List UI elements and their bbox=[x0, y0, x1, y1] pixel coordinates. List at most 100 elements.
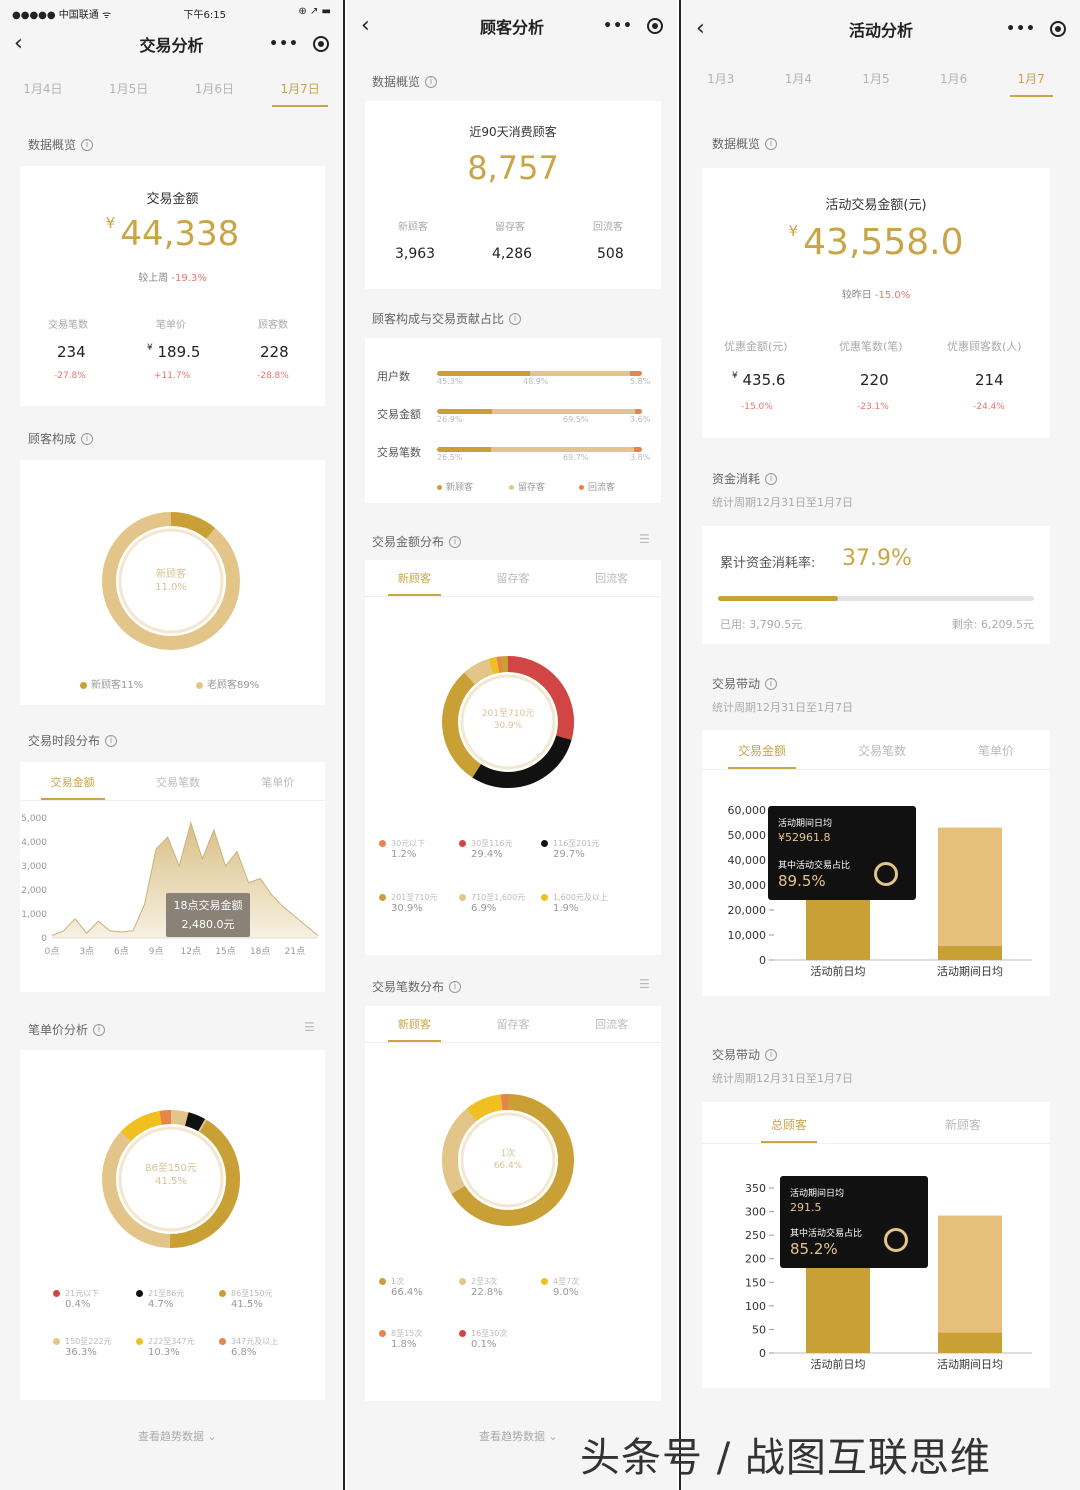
section-title-text: 顾客构成与交易贡献占比 bbox=[372, 312, 505, 326]
info-icon[interactable]: i bbox=[449, 535, 462, 548]
tooltip-sub: 其中活动交易占比 bbox=[790, 1229, 863, 1239]
y-tick-label: 3,000 bbox=[21, 862, 47, 872]
tooltip-value: ¥52961.8 bbox=[778, 831, 831, 844]
tab-returning[interactable]: 回流客 bbox=[595, 572, 629, 585]
trend-link[interactable]: 查看趋势数据 ⌄ bbox=[138, 1428, 217, 1444]
back-icon[interactable]: ‹ bbox=[14, 31, 23, 56]
trend-link-text: 查看趋势数据 bbox=[479, 1430, 545, 1443]
progress-track bbox=[718, 596, 1034, 601]
status-carrier: ●●●●● 中国联通 ᯤ bbox=[12, 10, 112, 21]
section-title: 数据概览 i bbox=[712, 135, 778, 152]
close-target-icon[interactable] bbox=[1050, 21, 1066, 37]
date-tab[interactable]: 1月4 bbox=[784, 72, 813, 86]
tab-new[interactable]: 新顾客 bbox=[387, 1010, 441, 1042]
info-icon[interactable]: i bbox=[105, 734, 118, 747]
overview-compare: 较上周 -19.3% bbox=[20, 269, 325, 284]
filter-icon[interactable]: ☰ bbox=[639, 532, 650, 546]
y-tick-label: 100 bbox=[745, 1300, 766, 1313]
date-tab[interactable]: 1月6 bbox=[939, 72, 968, 86]
stacked-bar-segment bbox=[437, 371, 530, 376]
back-icon[interactable]: ‹ bbox=[696, 16, 705, 41]
time-distribution-card: 交易金额 交易笔数 笔单价 0 1,000 2,000 3,000 4,000 5,000… bbox=[20, 762, 325, 992]
metric-change: -23.1% bbox=[857, 402, 889, 412]
period-text: 统计周期12月31日至1月7日 bbox=[712, 701, 853, 714]
tab-retained[interactable]: 留存客 bbox=[496, 1018, 530, 1031]
metric-value: 4,286 bbox=[492, 246, 533, 262]
legend-item: 150至222元 36.3% bbox=[53, 1336, 112, 1358]
info-icon[interactable]: i bbox=[765, 137, 778, 150]
trend-link[interactable]: 查看趋势数据 ⌄ bbox=[479, 1428, 558, 1444]
info-icon[interactable]: i bbox=[765, 677, 778, 690]
tab-new[interactable]: 新顾客 bbox=[387, 564, 441, 596]
tab-total-customers[interactable]: 总顾客 bbox=[760, 1110, 818, 1143]
metric-label: 笔单价 bbox=[156, 320, 186, 331]
date-tab-active[interactable]: 1月7日 bbox=[272, 80, 329, 107]
bar-value: 3.6% bbox=[630, 415, 651, 424]
x-tick-label: 18点 bbox=[250, 946, 270, 957]
info-icon[interactable]: i bbox=[81, 432, 94, 445]
tab-amount[interactable]: 交易金额 bbox=[727, 736, 797, 769]
close-target-icon[interactable] bbox=[647, 18, 663, 34]
row-label: 交易笔数 bbox=[377, 446, 421, 459]
info-icon[interactable]: i bbox=[449, 980, 462, 993]
close-target-icon[interactable] bbox=[313, 36, 329, 52]
date-tab[interactable]: 1月3 bbox=[707, 72, 735, 86]
back-icon[interactable]: ‹ bbox=[361, 13, 370, 38]
tab-unit-price[interactable]: 笔单价 bbox=[261, 776, 295, 789]
legend-dot bbox=[459, 894, 466, 901]
tab-count[interactable]: 交易笔数 bbox=[857, 744, 906, 758]
section-title-text: 顾客构成 bbox=[28, 432, 77, 446]
filter-icon[interactable]: ☰ bbox=[639, 977, 650, 991]
date-tab-active[interactable]: 1月7 bbox=[1009, 70, 1054, 97]
mini-program-capsule: ••• bbox=[603, 18, 663, 34]
customer-tabs: 总顾客 新顾客 bbox=[702, 1110, 1050, 1144]
legend-item: 2至3次 22.8% bbox=[459, 1276, 503, 1298]
metric-value: 234 bbox=[57, 343, 86, 361]
panel-activity-analysis: ‹ 活动分析 ••• 1月3 1月4 1月5 1月6 1月7 数据概览 i 活动交… bbox=[682, 0, 1080, 1490]
y-tick-label: 200 bbox=[745, 1253, 766, 1266]
info-icon[interactable]: i bbox=[93, 1023, 106, 1036]
section-title: 交易带动 i bbox=[712, 1046, 778, 1063]
date-tab[interactable]: 1月5日 bbox=[108, 82, 149, 96]
tab-amount[interactable]: 交易金额 bbox=[40, 768, 105, 800]
section-title-text: 交易带动 bbox=[712, 1048, 761, 1062]
count-donut-chart bbox=[442, 1094, 574, 1226]
tab-unit-price[interactable]: 笔单价 bbox=[977, 744, 1014, 758]
date-tab[interactable]: 1月4日 bbox=[23, 82, 63, 96]
filter-icon[interactable]: ☰ bbox=[304, 1020, 315, 1034]
status-icons: ⊕ ↗ ▬ bbox=[298, 6, 331, 17]
more-icon[interactable]: ••• bbox=[603, 18, 633, 34]
info-icon[interactable]: i bbox=[425, 75, 438, 88]
donut-slice-86-150 bbox=[102, 1110, 240, 1248]
legend-value: 1.8% bbox=[391, 1339, 417, 1350]
tab-count[interactable]: 交易笔数 bbox=[155, 776, 200, 789]
section-title: 数据概览 i bbox=[372, 73, 438, 90]
page-title: 活动分析 bbox=[848, 21, 913, 40]
more-icon[interactable]: ••• bbox=[269, 36, 299, 52]
tooltip-title: 18点交易金额 bbox=[173, 899, 243, 912]
overview-value: 8,757 bbox=[467, 149, 559, 187]
legend-item: 回流客 bbox=[579, 480, 615, 493]
info-icon[interactable]: i bbox=[765, 472, 778, 485]
nav-bar: ‹ 顾客分析 ••• bbox=[347, 8, 677, 44]
date-tab[interactable]: 1月6日 bbox=[194, 82, 235, 96]
remaining-text: 剩余: 6,209.5元 bbox=[951, 618, 1034, 631]
legend-dot bbox=[459, 1278, 466, 1285]
more-icon[interactable]: ••• bbox=[1006, 21, 1036, 37]
center-value: 30.9% bbox=[493, 721, 523, 731]
date-tab[interactable]: 1月5 bbox=[862, 72, 890, 86]
info-icon[interactable]: i bbox=[765, 1048, 778, 1061]
legend-dot bbox=[136, 1290, 143, 1297]
ratio-ring-icon bbox=[874, 862, 898, 886]
mini-program-capsule: ••• bbox=[1006, 21, 1066, 37]
y-tick-label: 4,000 bbox=[21, 838, 47, 848]
legend-name: 116至201元 bbox=[553, 839, 600, 848]
x-tick-label: 活动期间日均 bbox=[937, 1358, 1003, 1371]
metric-value: 508 bbox=[597, 246, 624, 262]
tab-returning[interactable]: 回流客 bbox=[595, 1018, 629, 1031]
info-icon[interactable]: i bbox=[81, 138, 94, 151]
rate-value: 37.9% bbox=[842, 546, 912, 571]
tab-retained[interactable]: 留存客 bbox=[496, 572, 530, 585]
info-icon[interactable]: i bbox=[509, 312, 522, 325]
tab-new-customers[interactable]: 新顾客 bbox=[944, 1118, 981, 1132]
